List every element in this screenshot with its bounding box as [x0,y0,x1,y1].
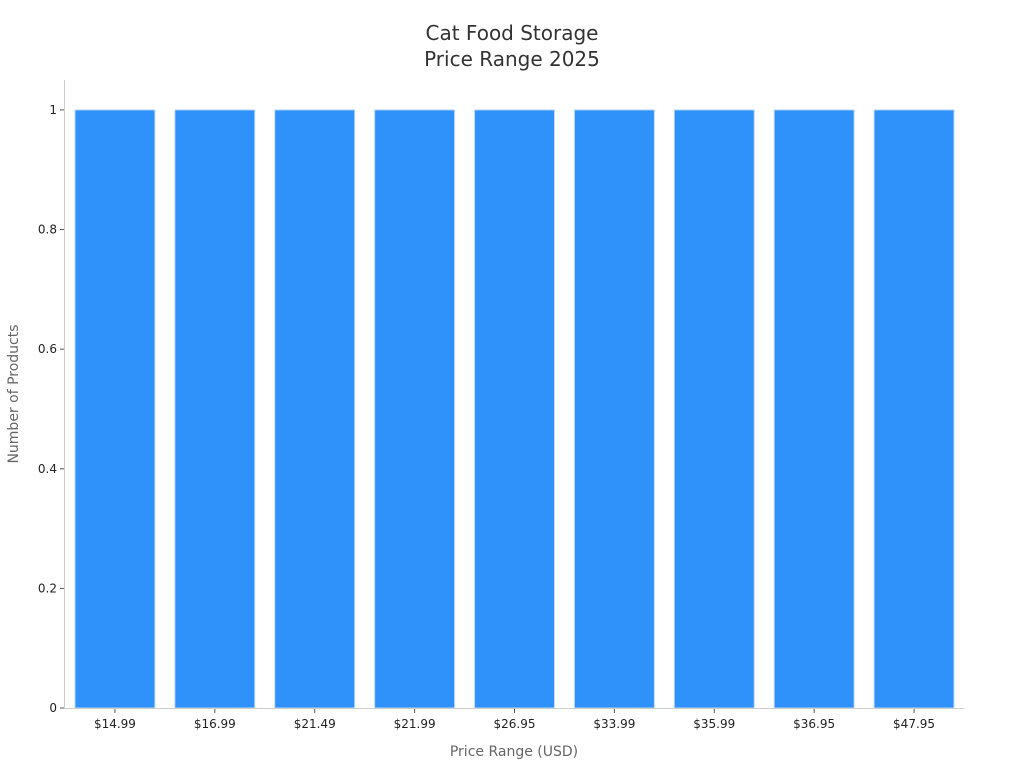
y-axis-title: Number of Products [6,324,22,463]
y-tick-label-5: 0.8 [38,223,57,237]
bar-series [74,109,955,709]
x-tick-label-1: $14.99 [94,717,136,731]
x-tick-label-2: $16.99 [194,717,236,731]
chart-title-line-2: Price Range 2025 [424,47,600,71]
y-tick-label-1: 0 [49,701,57,715]
y-axis-ticks: 0 0.2 0.4 0.6 0.8 1 [38,103,65,715]
x-tick-label-5: $26.95 [494,717,536,731]
bar-9 [873,109,955,709]
y-tick-label-6: 1 [49,103,57,117]
x-axis-title: Price Range (USD) [450,744,578,760]
x-tick-label-9: $47.95 [893,717,935,731]
y-tick-label-3: 0.4 [38,462,57,476]
x-axis-ticks: $14.99 $16.99 $21.49 $21.99 $26.95 $33.99 $35.… [94,708,935,731]
bar-3 [274,109,356,709]
bar-5 [474,109,555,709]
bar-8 [773,109,855,709]
bar-4 [374,109,456,709]
x-tick-label-3: $21.49 [294,717,336,731]
bar-6 [573,109,655,709]
x-tick-label-4: $21.99 [394,717,436,731]
bar-7 [673,109,755,709]
chart-title-line-1: Cat Food Storage [426,21,599,45]
x-tick-label-8: $36.95 [793,717,835,731]
bar-2 [174,109,256,709]
x-tick-label-6: $33.99 [593,717,635,731]
y-tick-label-4: 0.6 [38,342,57,356]
bar-1 [74,109,156,709]
x-tick-label-7: $35.99 [693,717,735,731]
y-tick-label-2: 0.2 [38,581,57,595]
